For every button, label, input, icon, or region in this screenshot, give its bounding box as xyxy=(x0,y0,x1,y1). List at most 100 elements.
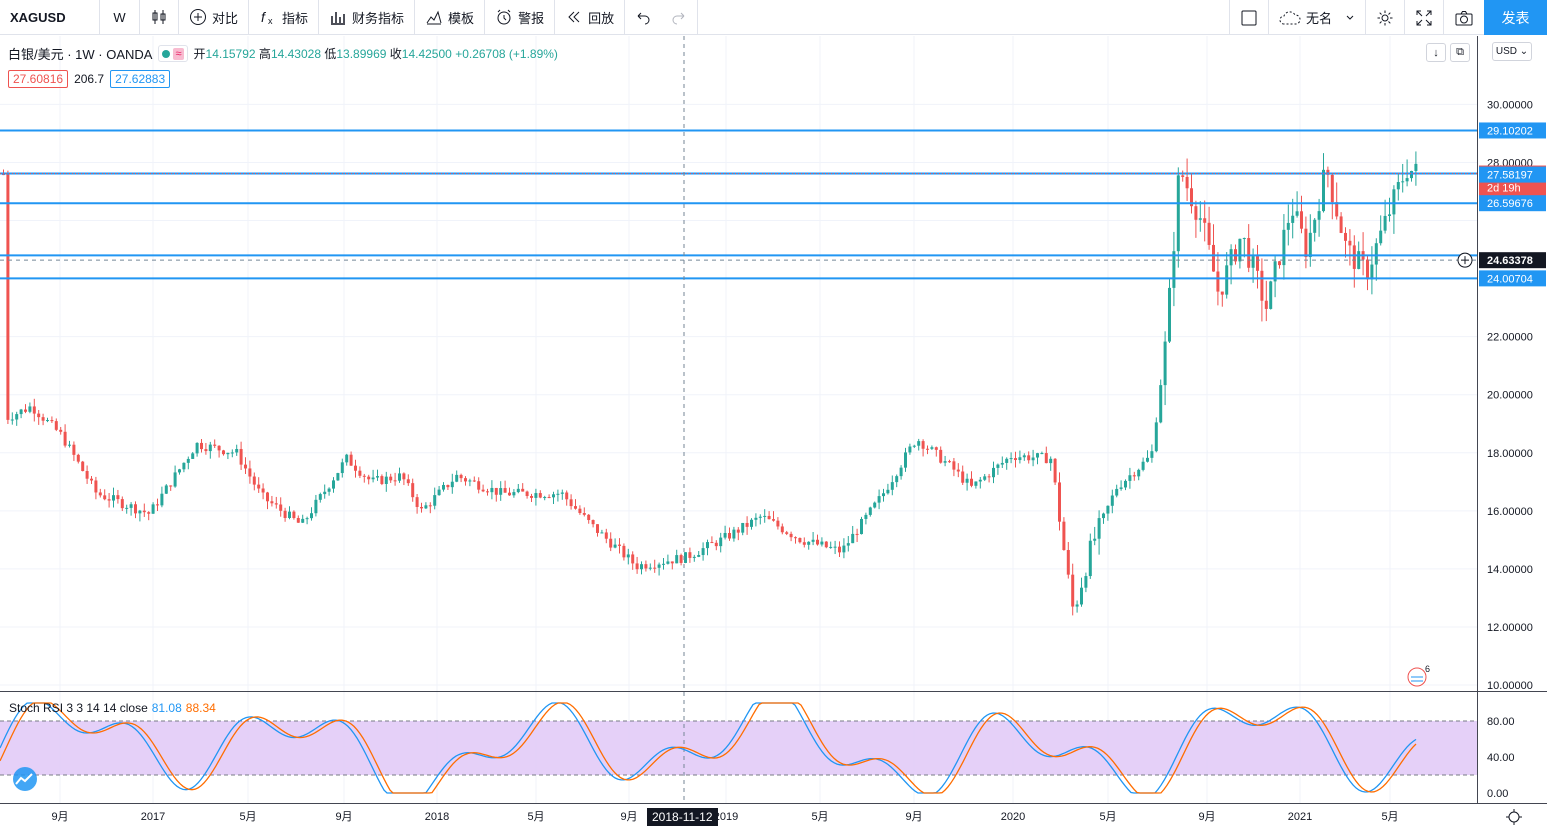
candle-body xyxy=(732,529,736,539)
candle-body xyxy=(1141,461,1145,470)
candle-body xyxy=(1282,229,1286,266)
candle-body xyxy=(15,414,19,420)
candle-body xyxy=(767,515,771,520)
settings-button[interactable] xyxy=(1365,0,1404,35)
undo-button[interactable] xyxy=(625,0,661,35)
stoch-k-value: 81.08 xyxy=(151,701,182,715)
candle-body xyxy=(1124,480,1127,488)
sell-price-button[interactable]: 27.60816 xyxy=(8,70,69,88)
financials-button[interactable]: 财务指标 xyxy=(319,0,416,35)
candle-body xyxy=(6,174,10,420)
candle-body xyxy=(252,476,256,485)
candle-body xyxy=(662,563,665,565)
candle-body xyxy=(213,444,217,446)
candle-body xyxy=(72,444,76,455)
fullscreen-button[interactable] xyxy=(1404,0,1443,35)
candle-body xyxy=(1273,261,1277,282)
symbol-search-button[interactable]: XAGUSD xyxy=(0,0,100,35)
candle-body xyxy=(939,449,943,463)
open-label: 开 xyxy=(193,47,206,61)
price-tick-label: 18.00000 xyxy=(1487,448,1533,460)
candle-body xyxy=(1388,214,1391,216)
price-level-badge xyxy=(1479,195,1546,212)
candle-body xyxy=(626,554,630,558)
compare-button[interactable]: 对比 xyxy=(179,0,250,35)
svg-text:f: f xyxy=(261,9,267,25)
currency-button[interactable]: USD ⌄ xyxy=(1492,42,1532,61)
redo-button[interactable] xyxy=(661,0,699,35)
candle-body xyxy=(1172,251,1176,288)
candle-body xyxy=(569,499,573,507)
candle-body xyxy=(1264,300,1268,309)
candle-body xyxy=(736,529,740,533)
candle-body xyxy=(310,513,313,519)
change-value: +0.26708 (+1.89%) xyxy=(455,47,558,61)
candle-body xyxy=(1176,175,1180,252)
candle-body xyxy=(930,447,934,449)
legend-title[interactable]: 白银/美元 · 1W · OANDA xyxy=(8,47,153,62)
candle-body xyxy=(323,491,327,495)
candle-body xyxy=(1044,453,1048,464)
templates-button[interactable]: 模板 xyxy=(415,0,486,35)
buy-price-button[interactable]: 27.62883 xyxy=(110,70,171,88)
candle-body xyxy=(1295,211,1299,216)
layout-name-button[interactable]: 无名 xyxy=(1267,0,1365,35)
candle-body xyxy=(464,478,467,482)
alert-button[interactable]: 警报 xyxy=(485,0,556,35)
candle-body xyxy=(582,513,586,515)
candle-body xyxy=(296,518,300,523)
price-level-badge xyxy=(1479,166,1546,183)
candle-body xyxy=(380,476,384,484)
candle-body xyxy=(1084,576,1088,588)
candle-body xyxy=(838,546,841,553)
publish-button[interactable]: 发表 xyxy=(1484,0,1547,35)
interval-button[interactable]: W xyxy=(100,0,140,35)
candle-body xyxy=(371,477,375,480)
candle-body xyxy=(208,444,212,452)
maximize-pane-icon[interactable]: ⧉ xyxy=(1450,43,1470,62)
price-level-badge xyxy=(1479,179,1546,196)
crosshair-plus-icon xyxy=(1457,252,1473,268)
snapshot-button[interactable] xyxy=(1443,0,1484,35)
candle-body xyxy=(1132,475,1136,477)
candle-body xyxy=(81,461,85,472)
candle-body xyxy=(446,484,450,488)
tradingview-logo-icon xyxy=(13,767,37,791)
replay-button[interactable]: 回放 xyxy=(555,0,626,35)
open-value: 14.15792 xyxy=(205,47,256,61)
candle-body xyxy=(1238,238,1242,262)
candle-body xyxy=(741,522,745,533)
candle-body xyxy=(376,476,379,478)
candle-body xyxy=(657,564,661,568)
candle-body xyxy=(112,495,115,501)
low-value: 13.89969 xyxy=(336,47,387,61)
candle-body xyxy=(600,532,604,534)
arrow-down-icon[interactable]: ↓ xyxy=(1426,43,1446,62)
candle-body xyxy=(2,174,5,176)
candle-body xyxy=(1396,182,1400,190)
alarm-clock-icon xyxy=(497,9,511,25)
candle-body xyxy=(679,555,683,563)
axis-settings-gear-icon xyxy=(1506,809,1522,825)
high-label: 高 xyxy=(258,47,271,61)
stoch-d-value: 88.34 xyxy=(185,701,216,715)
candle-body xyxy=(1401,181,1405,183)
candle-body xyxy=(873,502,877,508)
candle-body xyxy=(24,409,27,412)
price-tick-label: 10.00000 xyxy=(1487,680,1533,692)
candle-body xyxy=(692,556,696,558)
candle-body xyxy=(191,453,195,459)
candle-body xyxy=(1322,169,1325,212)
chart-type-button[interactable] xyxy=(140,0,179,35)
fullscreen-layout-button[interactable] xyxy=(1228,0,1268,35)
stoch-name[interactable]: Stoch RSI 3 3 14 14 close xyxy=(9,701,148,715)
price-chart[interactable]: 30.0000028.0000022.0000020.0000018.00000… xyxy=(0,36,1547,831)
candle-body xyxy=(1071,574,1075,607)
market-status-badge[interactable]: ≈ xyxy=(158,45,188,62)
spread-value: 206.7 xyxy=(74,72,105,86)
candle-body xyxy=(1357,251,1361,269)
candle-body xyxy=(772,519,775,521)
candle-body xyxy=(37,413,41,418)
price-level-label: 24.63378 xyxy=(1487,255,1533,267)
